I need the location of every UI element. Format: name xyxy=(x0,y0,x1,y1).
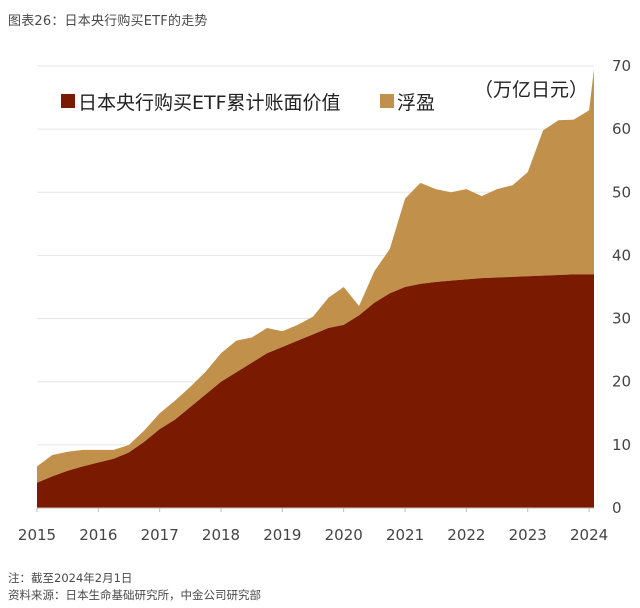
legend-label-unrealized-gain: 浮盈 xyxy=(397,92,435,114)
y-tick-label: 60 xyxy=(612,120,631,138)
legend-swatch-book-value xyxy=(61,94,75,108)
series-area-book-value xyxy=(37,274,594,508)
y-tick-label: 70 xyxy=(612,57,631,75)
footnote-note: 注：截至2024年2月1日 xyxy=(8,571,133,585)
legend-swatch-unrealized-gain xyxy=(380,94,394,108)
unit-label: （万亿日元） xyxy=(474,79,588,101)
chart-frame: 0 10 20 30 40 50 60 70 2015 2016 2017 2018 2019 2020 2… xyxy=(0,34,640,562)
y-tick-label: 10 xyxy=(612,436,631,454)
area-layer xyxy=(37,69,594,508)
x-tick-label: 2023 xyxy=(509,526,547,544)
y-tick-label: 0 xyxy=(612,499,622,517)
legend: 日本央行购买ETF累计账面价值 浮盈 xyxy=(61,92,435,114)
legend-label-book-value: 日本央行购买ETF累计账面价值 xyxy=(78,92,341,114)
y-tick-label: 20 xyxy=(612,373,631,391)
x-tick-label: 2018 xyxy=(202,526,240,544)
x-tick-label: 2022 xyxy=(447,526,485,544)
x-tick-label: 2020 xyxy=(325,526,363,544)
x-tick-label: 2015 xyxy=(18,526,56,544)
y-tick-label: 50 xyxy=(612,183,631,201)
y-tick-label: 40 xyxy=(612,246,631,264)
x-tick-label: 2024 xyxy=(570,526,608,544)
y-tick-label: 30 xyxy=(612,310,631,328)
footnote-source: 资料来源：日本生命基础研究所，中金公司研究部 xyxy=(8,588,261,602)
x-tick-label: 2021 xyxy=(386,526,424,544)
x-tick-label: 2019 xyxy=(263,526,301,544)
axis-layer: 0 10 20 30 40 50 60 70 2015 2016 2017 2018 2019 2020 2… xyxy=(18,57,631,544)
etf-chart: 0 10 20 30 40 50 60 70 2015 2016 2017 2018 2019 2020 2… xyxy=(18,57,631,544)
series-area-unrealized-gain xyxy=(37,69,594,483)
x-tick-label: 2016 xyxy=(79,526,117,544)
figure-title: 图表26：日本央行购买ETF的走势 xyxy=(8,14,208,29)
x-tick-label: 2017 xyxy=(141,526,179,544)
